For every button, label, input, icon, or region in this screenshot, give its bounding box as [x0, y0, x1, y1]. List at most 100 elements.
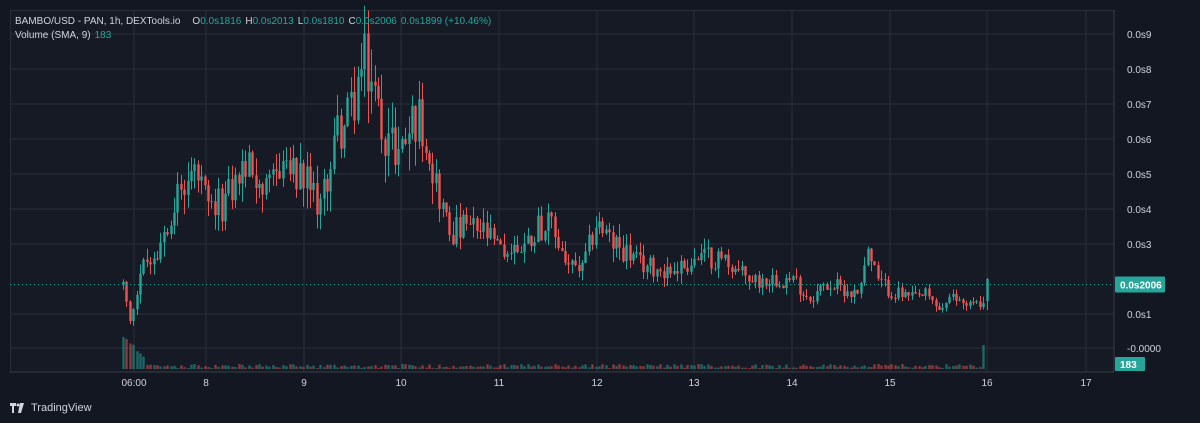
volume-bar [336, 367, 339, 369]
volume-bar [843, 365, 846, 369]
candle-body [982, 303, 985, 308]
volume-bar [214, 364, 217, 369]
volume-bar [911, 367, 914, 369]
candle-body [516, 244, 519, 253]
volume-bar [530, 366, 533, 369]
candle-body [323, 178, 326, 199]
candle-body [904, 292, 907, 297]
last-price-badge-label: 0.0s2006 [1120, 280, 1162, 291]
candle-body [438, 173, 441, 209]
plot-area[interactable] [10, 10, 1115, 373]
candle-body [802, 294, 805, 296]
candle-body [931, 296, 934, 301]
candle-body [374, 81, 377, 86]
volume-bar [867, 366, 870, 369]
volume-bar [146, 364, 149, 369]
volume-bar [720, 366, 723, 369]
candle-body [309, 166, 312, 190]
volume-bar [860, 366, 863, 369]
legend-low-label: L [297, 16, 304, 27]
candle-body [387, 133, 390, 156]
x-tick-label: 16 [981, 378, 993, 389]
candle-body [397, 149, 400, 165]
candle-body [425, 146, 428, 154]
candle-body [734, 268, 737, 273]
candle-body [567, 262, 570, 265]
volume-bar [975, 367, 978, 369]
candle-body [578, 265, 581, 272]
volume-bar [159, 366, 162, 369]
volume-bar [282, 365, 285, 369]
candle-body [537, 215, 540, 243]
candle-body [384, 139, 387, 156]
candle-body [159, 242, 162, 260]
candle-body [822, 283, 825, 286]
volume-bar [482, 366, 485, 369]
candle-body [561, 248, 564, 251]
volume-bar [595, 366, 598, 369]
candle-body [788, 278, 791, 281]
volume-bar [805, 365, 808, 369]
candle-body [717, 251, 720, 269]
volume-bar [639, 365, 642, 369]
volume-bar [717, 367, 720, 369]
legend-volume-value: 183 [94, 30, 112, 41]
volume-bar [170, 366, 173, 369]
candle-body [727, 254, 730, 268]
legend-symbol[interactable]: BAMBO/USD - PAN, 1h, DEXTools.io [15, 16, 181, 27]
x-tick-label: 10 [395, 378, 407, 389]
volume-bar [193, 364, 196, 369]
volume-bar [812, 366, 815, 369]
legend-volume-label[interactable]: Volume (SMA, 9) [15, 30, 91, 41]
volume-bar [197, 365, 200, 369]
candle-body [710, 247, 713, 269]
candle-body [697, 258, 700, 261]
volume-bar [666, 364, 669, 369]
candle-body [595, 227, 598, 246]
volume-bar [544, 366, 547, 369]
volume-bar [829, 364, 832, 369]
volume-bar [200, 367, 203, 369]
candle-body [520, 251, 523, 253]
candle-body [911, 292, 914, 296]
tradingview-brand[interactable]: TradingView [10, 402, 92, 414]
volume-bar [207, 367, 210, 369]
candle-body [918, 293, 921, 295]
volume-bar [839, 365, 842, 369]
candle-body [163, 232, 166, 243]
candle-body [214, 201, 217, 216]
volume-bar [629, 365, 632, 369]
volume-bar [527, 364, 530, 369]
volume-bar [166, 365, 169, 369]
candle-body [166, 232, 169, 235]
candle-body [853, 289, 856, 297]
candle-body [312, 182, 315, 190]
volume-bar [850, 367, 853, 369]
candle-body [238, 174, 241, 184]
volume-bar [367, 366, 370, 369]
candle-body [282, 161, 285, 179]
candle-body [972, 302, 975, 304]
volume-bar [187, 367, 190, 369]
volume-bar [523, 366, 526, 369]
candle-body [176, 183, 179, 213]
candle-body [261, 184, 264, 195]
candle-body [782, 285, 785, 288]
volume-bar [979, 367, 982, 369]
volume-bar [561, 366, 564, 369]
volume-bar [540, 366, 543, 369]
volume-bar [894, 365, 897, 369]
candle-body [894, 298, 897, 300]
candle-body [935, 300, 938, 307]
legend-close-label: C [348, 16, 356, 27]
candle-body [346, 97, 349, 127]
volume-bar [958, 364, 961, 369]
volume-bar [261, 366, 264, 369]
candle-body [877, 265, 880, 279]
volume-bar [408, 364, 411, 369]
volume-bar [663, 367, 666, 369]
candle-body [333, 135, 336, 170]
volume-bar [918, 366, 921, 369]
volume-bar [227, 365, 230, 369]
